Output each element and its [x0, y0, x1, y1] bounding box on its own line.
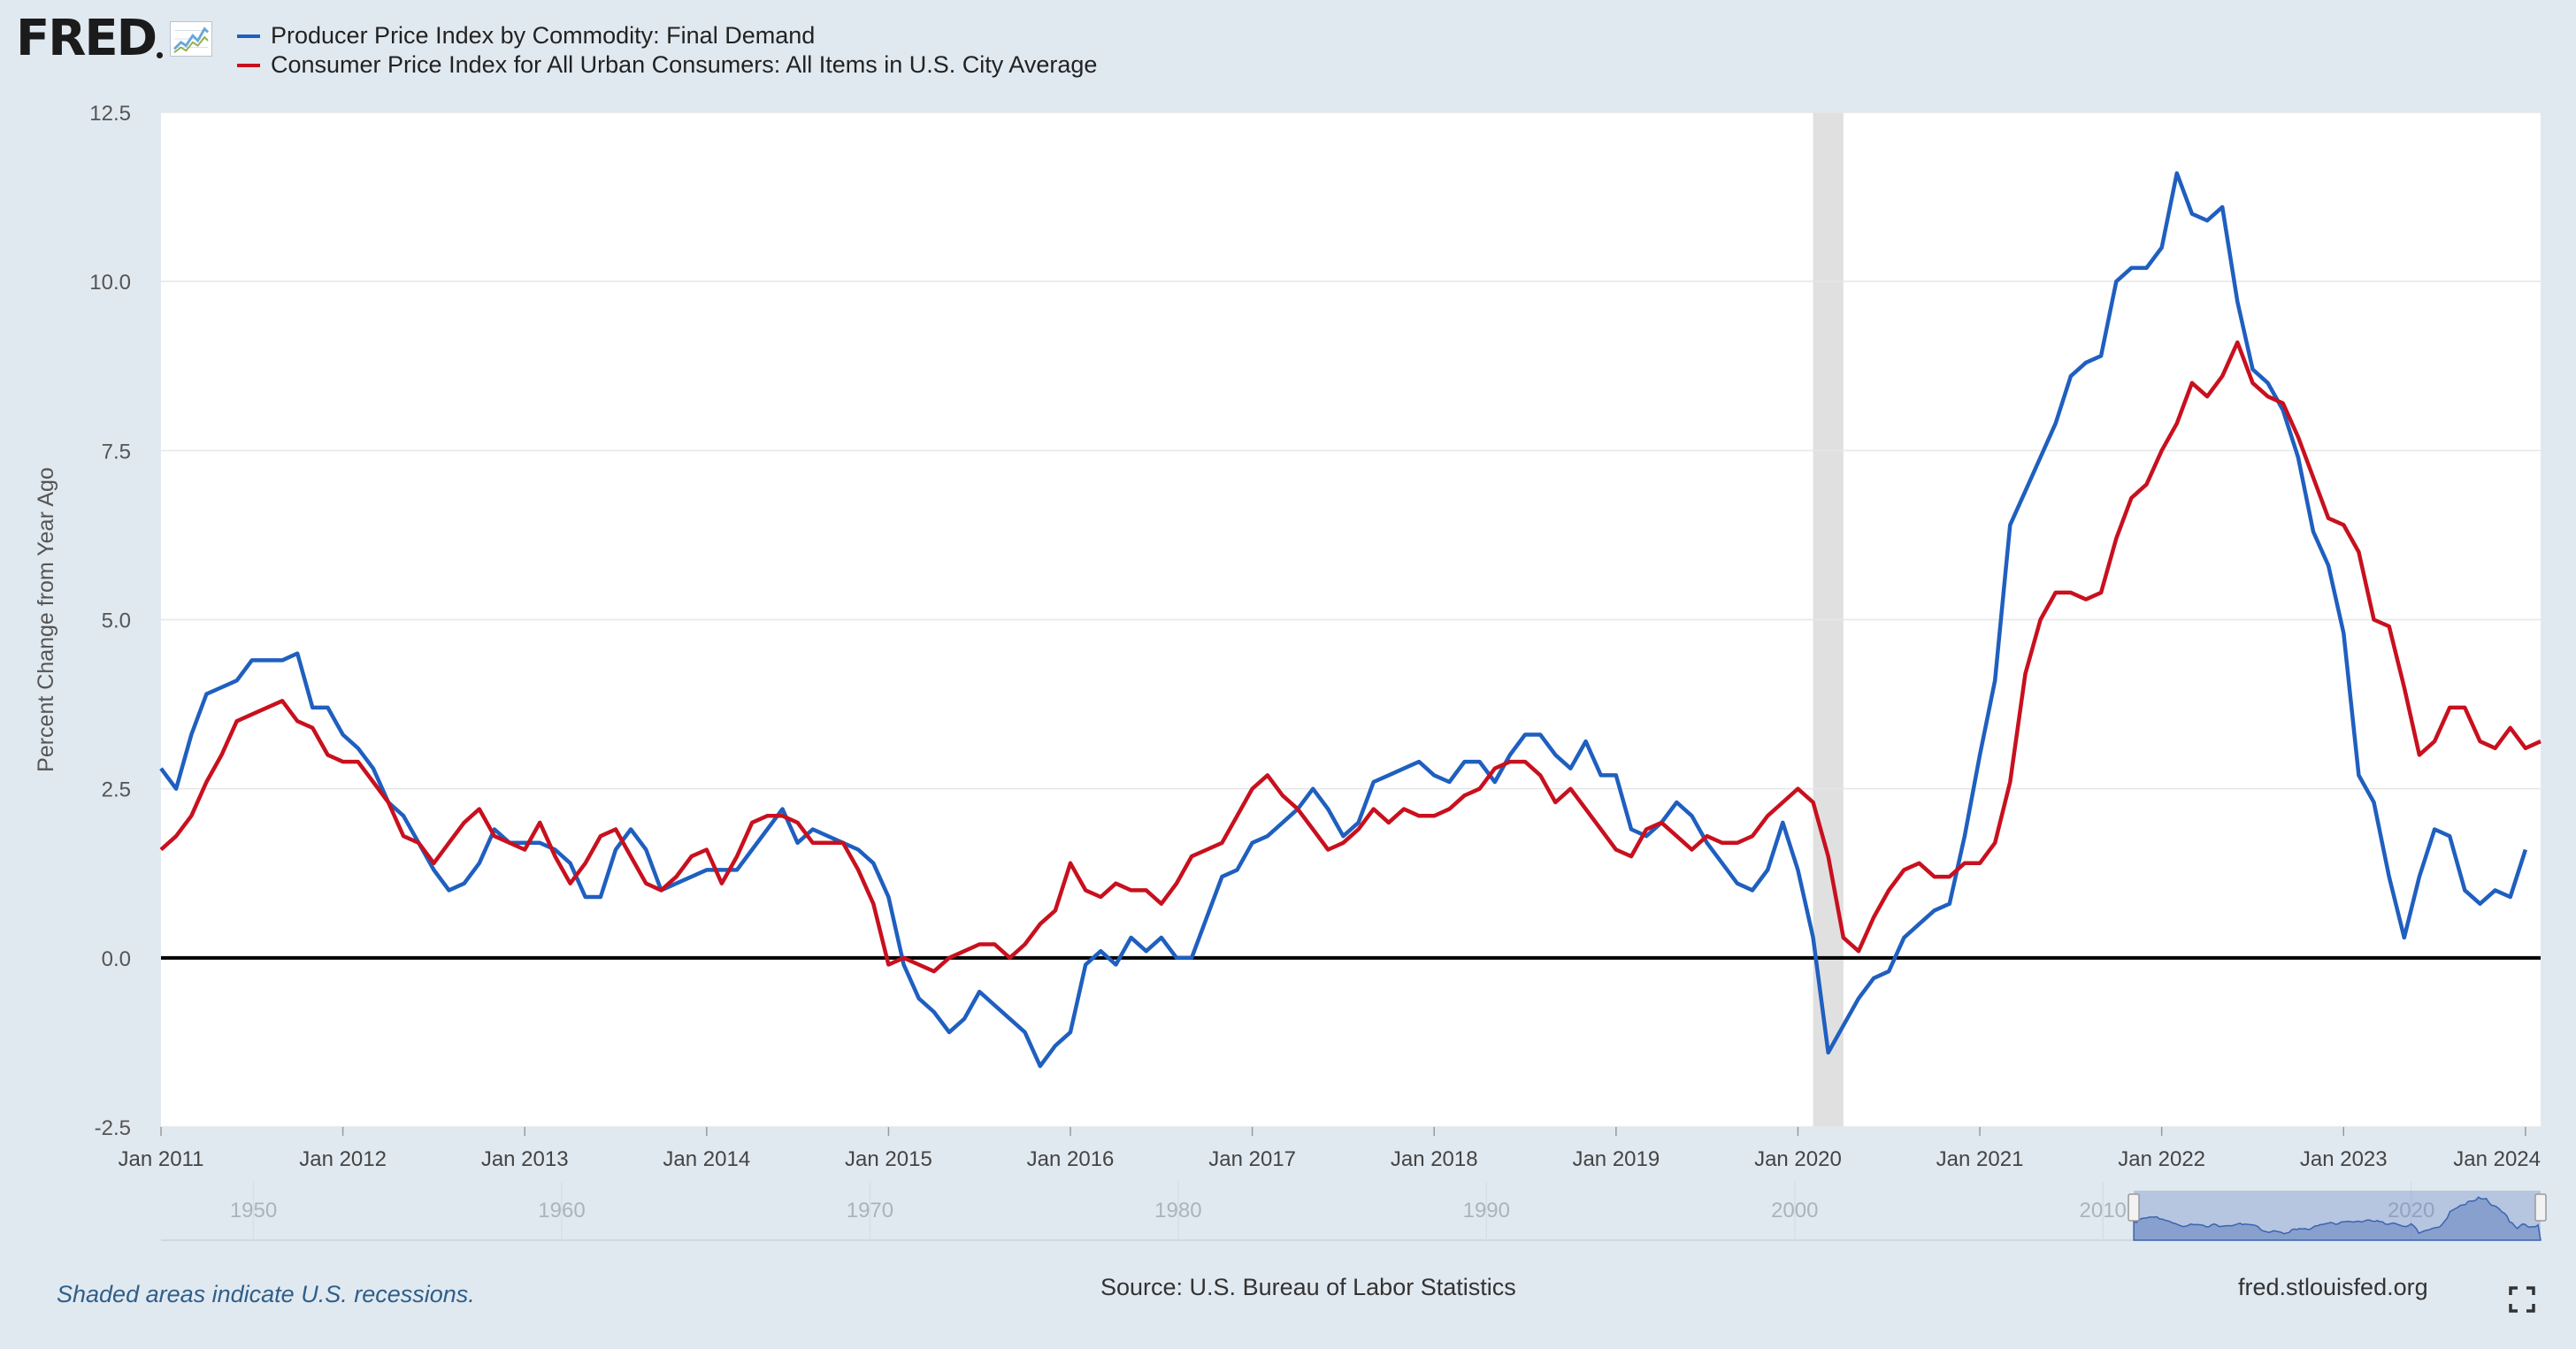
y-tick-label: 0.0 [102, 947, 131, 971]
x-tick-label: Jan 2020 [1754, 1147, 1842, 1171]
x-tick-label: Jan 2016 [1027, 1147, 1115, 1171]
recession-note: Shaded areas indicate U.S. recessions. [57, 1281, 475, 1307]
chart-legend: Producer Price Index by Commodity: Final… [237, 21, 1097, 80]
y-tick-label: 5.0 [102, 609, 131, 633]
logo-dot [157, 51, 164, 58]
x-tick-label: Jan 2021 [1936, 1147, 2024, 1171]
logo-text: FRED [16, 10, 157, 67]
x-tick-label: Jan 2023 [2300, 1147, 2388, 1171]
site-link[interactable]: fred.stlouisfed.org [2238, 1274, 2428, 1300]
y-tick-label: -2.5 [95, 1116, 131, 1140]
navigator-handle-left[interactable] [2128, 1193, 2140, 1222]
legend-label-ppi: Producer Price Index by Commodity: Final… [271, 22, 816, 49]
navigator-series [2133, 1196, 2542, 1241]
x-tick-label: Jan 2024 [2453, 1147, 2541, 1171]
x-tick-label: Jan 2018 [1391, 1147, 1478, 1171]
y-tick-label: 7.5 [102, 440, 131, 464]
x-tick-label: Jan 2015 [845, 1147, 932, 1171]
navigator-label: 2000 [1771, 1199, 1818, 1223]
navigator-label: 2020 [2388, 1199, 2434, 1223]
x-tick-label: Jan 2011 [119, 1147, 204, 1171]
navigator-handle-right[interactable] [2534, 1193, 2547, 1222]
navigator-label: 1960 [538, 1199, 585, 1223]
legend-item-cpi[interactable]: Consumer Price Index for All Urban Consu… [237, 50, 1097, 80]
x-tick-label: Jan 2017 [1208, 1147, 1296, 1171]
x-tick-label: Jan 2022 [2118, 1147, 2205, 1171]
x-tick-label: Jan 2012 [299, 1147, 387, 1171]
navigator-label: 2010 [2080, 1199, 2127, 1223]
cpi-line[interactable] [159, 340, 2542, 974]
fred-logo[interactable]: FRED [16, 10, 213, 67]
line-chart-icon [170, 21, 213, 57]
navigator-label: 1950 [230, 1199, 277, 1223]
navigator-label: 1970 [847, 1199, 893, 1223]
y-tick-label: 12.5 [89, 102, 131, 126]
y-axis-label: Percent Change from Year Ago [34, 467, 58, 772]
x-tick-label: Jan 2013 [481, 1147, 569, 1171]
legend-swatch-cpi [237, 63, 260, 67]
legend-swatch-ppi [237, 34, 260, 38]
source-note: Source: U.S. Bureau of Labor Statistics [1100, 1274, 1516, 1300]
ppi-line[interactable] [159, 171, 2528, 1069]
legend-item-ppi[interactable]: Producer Price Index by Commodity: Final… [237, 21, 1097, 50]
y-tick-label: 10.0 [89, 271, 131, 295]
legend-label-cpi: Consumer Price Index for All Urban Consu… [271, 51, 1098, 78]
x-tick-label: Jan 2014 [663, 1147, 750, 1171]
navigator-selection[interactable] [2134, 1191, 2541, 1240]
expand-icon[interactable] [2509, 1286, 2535, 1313]
navigator-label: 1980 [1154, 1199, 1201, 1223]
navigator-label: 1990 [1463, 1199, 1510, 1223]
y-tick-label: 2.5 [102, 778, 131, 802]
x-tick-label: Jan 2019 [1572, 1147, 1660, 1171]
